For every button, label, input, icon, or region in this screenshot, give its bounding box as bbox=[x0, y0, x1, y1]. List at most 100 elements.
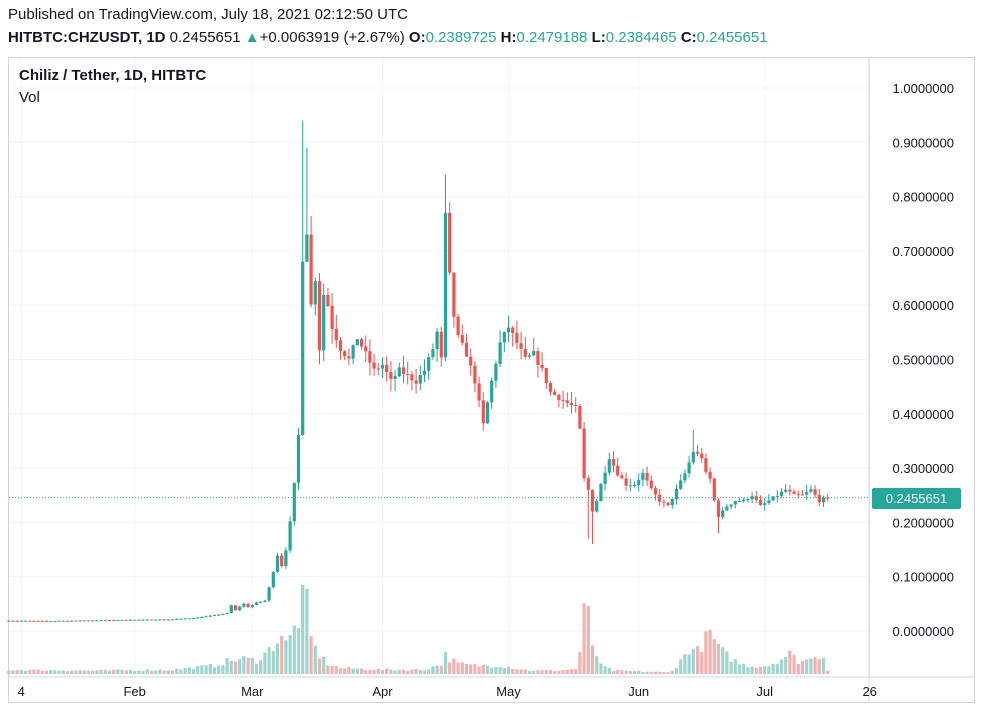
candle-body bbox=[670, 498, 674, 506]
candle-body bbox=[145, 619, 149, 621]
candle-body bbox=[548, 383, 553, 392]
candle-body bbox=[494, 363, 498, 381]
volume-bar bbox=[817, 658, 821, 674]
volume-bar bbox=[393, 670, 397, 674]
price-tick-label: 0.8000000 bbox=[893, 190, 954, 205]
volume-bar bbox=[414, 669, 418, 674]
volume-bar bbox=[19, 670, 23, 674]
candle-body bbox=[49, 620, 53, 622]
volume-bar bbox=[443, 652, 448, 674]
candle-body bbox=[406, 374, 410, 376]
candle-body bbox=[431, 349, 435, 358]
candle-body bbox=[721, 510, 725, 517]
symbol-label: HITBTC:CHZUSDT, 1D bbox=[8, 29, 166, 46]
volume-bar bbox=[729, 661, 733, 674]
volume-bar bbox=[313, 645, 317, 674]
candle-body bbox=[679, 480, 683, 489]
volume-bar bbox=[540, 670, 544, 674]
volume-bar bbox=[271, 651, 275, 674]
candle-body bbox=[301, 261, 305, 436]
volume-bar bbox=[284, 640, 288, 674]
candle-body bbox=[473, 365, 477, 384]
candle-body bbox=[120, 619, 124, 621]
candle-body bbox=[225, 612, 229, 614]
price-tick-label: 0.9000000 bbox=[893, 135, 954, 150]
volume-bar bbox=[11, 670, 15, 674]
last-price: 0.2455651 bbox=[169, 29, 241, 46]
price-tick-label: 1.0000000 bbox=[893, 81, 954, 96]
candle-body bbox=[733, 501, 737, 505]
candle-body bbox=[658, 494, 662, 502]
volume-bar bbox=[544, 670, 548, 674]
volume-bar bbox=[800, 661, 805, 674]
volume-bar bbox=[721, 647, 725, 674]
price-axis: 1.0000000 0.9000000 0.8000000 0.7000000 0.60… bbox=[893, 81, 954, 639]
candle-body bbox=[368, 351, 372, 363]
volume-bar bbox=[330, 665, 334, 674]
volume-bar bbox=[490, 667, 494, 674]
candle-body bbox=[565, 400, 569, 403]
price-tick-label: 0.3000000 bbox=[893, 461, 954, 476]
volume-bar bbox=[742, 663, 746, 674]
candle-body bbox=[32, 620, 36, 622]
volume-bar bbox=[49, 669, 53, 674]
volume-bar bbox=[385, 668, 389, 674]
volume-bar bbox=[338, 668, 343, 674]
candle-body bbox=[23, 620, 28, 622]
candle-body bbox=[246, 603, 250, 608]
volume-bar bbox=[477, 666, 481, 674]
candle-body bbox=[553, 391, 557, 395]
candle-body bbox=[620, 475, 624, 479]
candle-body bbox=[624, 478, 628, 486]
candle-body bbox=[242, 603, 246, 607]
high-label: H: bbox=[500, 29, 517, 46]
candle-body bbox=[334, 328, 338, 341]
volume-bar bbox=[166, 670, 170, 674]
candle-body bbox=[208, 615, 212, 617]
volume-bar bbox=[700, 652, 704, 674]
volume-bar bbox=[624, 670, 628, 674]
volume-bar bbox=[23, 670, 28, 674]
price-tick-label: 0.6000000 bbox=[893, 298, 954, 313]
candle-body bbox=[288, 521, 292, 551]
volume-bar bbox=[788, 650, 792, 674]
candle-body bbox=[259, 601, 263, 603]
volume-bar bbox=[712, 639, 716, 674]
volume-bar bbox=[233, 661, 238, 674]
candle-body bbox=[750, 496, 754, 500]
volume-bar bbox=[779, 659, 784, 674]
candle-body bbox=[771, 496, 775, 501]
candle-body bbox=[313, 281, 317, 305]
volume-bar bbox=[775, 664, 779, 674]
candle-body bbox=[330, 306, 334, 329]
volume-bar bbox=[515, 669, 519, 674]
volume-bar bbox=[170, 670, 175, 674]
candle-body bbox=[800, 494, 805, 496]
volume-bar bbox=[456, 662, 460, 674]
candle-body bbox=[212, 615, 217, 617]
candle-body bbox=[687, 462, 691, 474]
candle-body bbox=[725, 506, 729, 511]
volume-bar bbox=[746, 667, 750, 674]
volume-bar bbox=[217, 665, 221, 674]
candle-body bbox=[813, 489, 817, 495]
volume-bar bbox=[422, 670, 427, 674]
volume-bar bbox=[175, 668, 179, 674]
volume-bar bbox=[725, 651, 729, 674]
open-value: 0.2389725 bbox=[425, 29, 497, 46]
candle-body bbox=[254, 602, 259, 605]
price-tick-label: 0.4000000 bbox=[893, 407, 954, 422]
volume-bar bbox=[225, 658, 229, 674]
published-caption: Published on TradingView.com, July 18, 2… bbox=[8, 6, 408, 23]
low-value: 0.2384465 bbox=[605, 29, 677, 46]
volume-bar bbox=[229, 660, 233, 674]
volume-bar bbox=[334, 665, 338, 674]
volume-bar bbox=[460, 662, 464, 674]
volume-bar bbox=[74, 670, 78, 674]
candle-body bbox=[133, 619, 137, 621]
candle-body bbox=[183, 618, 187, 620]
volume-bar bbox=[498, 667, 502, 674]
candle-body bbox=[464, 342, 469, 357]
candle-body bbox=[364, 346, 368, 352]
